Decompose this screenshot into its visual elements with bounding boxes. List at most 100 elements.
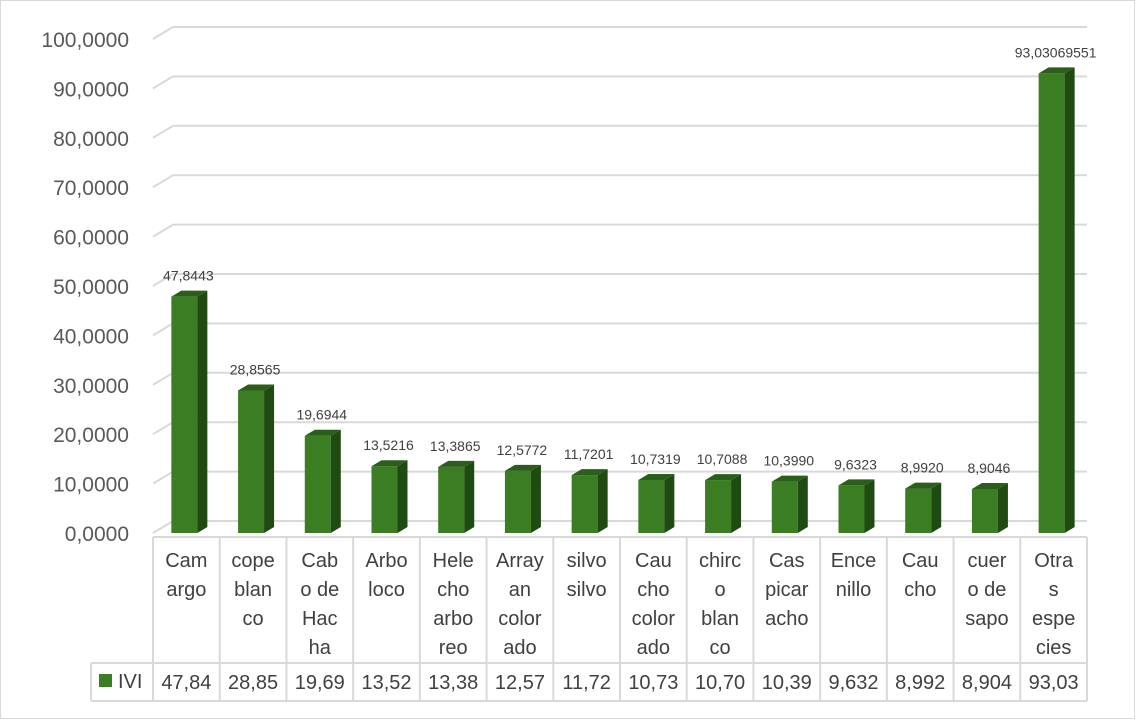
- bar: [504, 464, 541, 533]
- category-label-line: co: [710, 637, 731, 659]
- category-label-line: blan: [234, 579, 272, 601]
- category-label-line: sapo: [965, 608, 1008, 630]
- bar: [705, 474, 742, 533]
- category-label-line: Cau: [635, 550, 672, 572]
- category-label: Array an color ado: [496, 550, 544, 659]
- gridline: [152, 520, 1087, 534]
- category-label-line: Arbo: [365, 550, 407, 572]
- data-label: 93,03069551: [1015, 44, 1097, 60]
- data-label: 12,5772: [497, 442, 548, 458]
- bar: [438, 460, 475, 533]
- bar: [638, 473, 675, 533]
- data-label: 10,7088: [697, 451, 748, 467]
- bar: [1038, 67, 1075, 533]
- category-label-line: Cab: [301, 550, 338, 572]
- table-value: 19,69: [295, 672, 345, 694]
- table-value: 93,03: [1029, 672, 1079, 694]
- category-label-line: acho: [765, 608, 808, 630]
- category-label-line: color: [632, 608, 676, 630]
- data-label: 9,6323: [834, 456, 877, 472]
- category-label: Cas picar acho: [765, 550, 809, 630]
- category-label: Arbo loco: [365, 550, 407, 601]
- y-tick-label: 100,0000: [41, 29, 129, 52]
- data-label: 8,9920: [901, 460, 944, 476]
- y-tick-label: 70,0000: [53, 177, 129, 200]
- bar: [571, 469, 608, 533]
- category-label-line: Array: [496, 550, 544, 572]
- table-value: 10,73: [628, 672, 678, 694]
- y-tick-label: 50,0000: [53, 276, 129, 299]
- category-label: Cau cho color ado: [632, 550, 676, 659]
- category-label-line: Hele: [433, 550, 474, 572]
- data-label: 13,5216: [363, 437, 414, 453]
- category-label-line: o de: [967, 579, 1006, 601]
- y-tick-label: 90,0000: [53, 78, 129, 101]
- gridline: [152, 124, 1087, 139]
- bar: [771, 475, 808, 533]
- category-label: Hele cho arbo reo: [433, 550, 474, 659]
- gridline: [152, 371, 1087, 386]
- table-value: 28,85: [228, 672, 278, 694]
- legend-series-name: IVI: [118, 671, 142, 693]
- table-value: 10,39: [762, 672, 812, 694]
- data-table: Cam argo cope blan co Cab o de Hac ha Arbo loco Hel…: [90, 536, 1088, 702]
- category-label: silvo silvo: [567, 550, 607, 601]
- data-label: 10,3990: [763, 453, 814, 469]
- category-label-line: cho: [904, 579, 936, 601]
- category-label-line: cho: [437, 579, 469, 601]
- y-tick-label: 10,0000: [53, 474, 129, 497]
- category-label-line: silvo: [567, 550, 607, 572]
- category-label-line: cuer: [967, 550, 1006, 572]
- category-label-line: color: [498, 608, 542, 630]
- bar: [905, 482, 942, 533]
- category-label: Cab o de Hac ha: [300, 550, 339, 659]
- table-value: 12,57: [495, 672, 545, 694]
- legend-key: [99, 674, 112, 687]
- gridline: [152, 174, 1087, 189]
- table-value: 10,70: [695, 672, 745, 694]
- category-label-line: Otra: [1034, 550, 1074, 572]
- y-axis: 0,0000 10,0000 20,0000 30,0000 40,0000 50,000…: [41, 29, 129, 546]
- gridline: [152, 470, 1087, 485]
- category-label-line: cies: [1036, 637, 1072, 659]
- data-labels: 47,8443 28,8565 19,6944 13,5216 13,3865 12,57…: [163, 44, 1097, 476]
- category-label-line: Ence: [831, 550, 877, 572]
- category-label-line: loco: [368, 579, 405, 601]
- category-label-line: ado: [637, 637, 670, 659]
- category-label-line: ado: [503, 637, 536, 659]
- category-label-line: argo: [166, 579, 206, 601]
- category-label: cuer o de sapo: [965, 550, 1008, 630]
- gridline: [152, 273, 1087, 287]
- table-value: 9,632: [828, 672, 878, 694]
- category-label-line: an: [509, 579, 531, 601]
- bar: [838, 479, 875, 533]
- category-label-line: cope: [231, 550, 274, 572]
- bar: [304, 429, 341, 533]
- gridline: [152, 75, 1087, 90]
- table-value: 8,992: [895, 672, 945, 694]
- bars: [171, 67, 1075, 533]
- category-label-line: co: [243, 608, 264, 630]
- category-label-line: Hac: [302, 608, 338, 630]
- y-tick-label: 30,0000: [53, 375, 129, 398]
- category-label-line: o de: [300, 579, 339, 601]
- category-label: Ence nillo: [831, 550, 877, 601]
- gridline: [152, 421, 1087, 436]
- y-tick-label: 80,0000: [53, 128, 129, 151]
- category-label-line: Cam: [165, 550, 207, 572]
- gridline: [152, 26, 1087, 40]
- bar: [371, 460, 408, 533]
- table-value: 13,38: [428, 672, 478, 694]
- category-label-line: nillo: [836, 579, 872, 601]
- category-label-line: Cas: [769, 550, 805, 572]
- data-label: 28,8565: [230, 361, 281, 377]
- data-label: 13,3865: [430, 438, 481, 454]
- bar: [238, 384, 275, 533]
- category-label-line: reo: [439, 637, 468, 659]
- y-tick-label: 20,0000: [53, 424, 129, 447]
- category-label-line: Cau: [902, 550, 939, 572]
- category-label: Otra s espe cies: [1032, 550, 1075, 659]
- category-label-line: ha: [309, 637, 332, 659]
- data-label: 8,9046: [968, 460, 1011, 476]
